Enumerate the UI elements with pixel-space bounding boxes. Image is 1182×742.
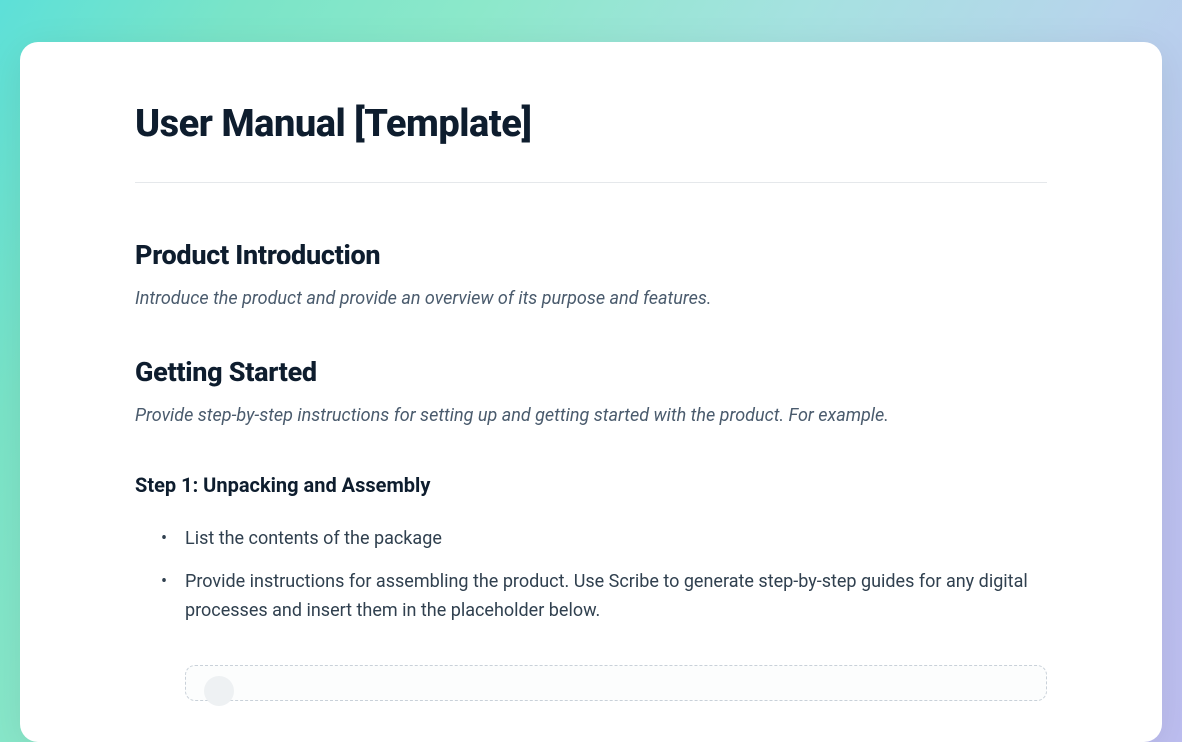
document-card: User Manual [Template] Product Introduct… [20,42,1162,742]
title-divider [135,182,1047,183]
section-heading-getting-started: Getting Started [135,356,1047,388]
document-title: User Manual [Template] [135,102,1047,146]
scribe-placeholder[interactable] [185,665,1047,701]
step-1-bullet-list: List the contents of the package Provide… [135,525,1047,625]
section-heading-intro: Product Introduction [135,239,1047,271]
section-description-getting-started: Provide step-by-step instructions for se… [135,402,1047,429]
step-heading-1: Step 1: Unpacking and Assembly [135,473,1047,497]
list-item: List the contents of the package [171,525,1047,554]
section-description-intro: Introduce the product and provide an ove… [135,285,1047,312]
placeholder-avatar-icon [204,676,234,706]
list-item: Provide instructions for assembling the … [171,568,1047,626]
